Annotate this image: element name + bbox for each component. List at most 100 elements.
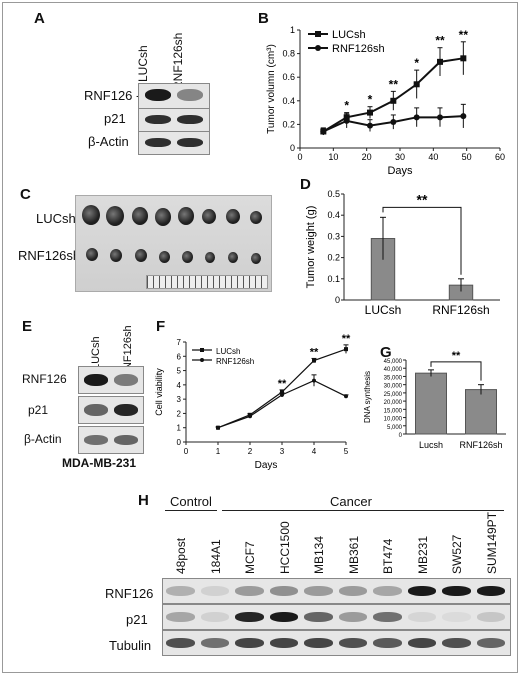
- blot-band: [235, 612, 264, 622]
- tumor: [110, 249, 122, 263]
- panel-a-row-p21: p21: [104, 111, 126, 126]
- y-axis-label: Cell viability: [154, 368, 164, 416]
- panel-e-col-lucsh: LUCsh: [90, 336, 102, 370]
- x-tick-label: 5: [344, 447, 349, 456]
- control-bracket: [165, 510, 217, 511]
- lane-label: BT474: [381, 538, 395, 574]
- y-tick-label: 5: [177, 367, 182, 376]
- blot-band: [177, 89, 203, 101]
- lane-label: MCF7: [243, 541, 257, 574]
- panel-e-cell-line: MDA-MB-231: [62, 456, 137, 470]
- blot-band: [166, 586, 195, 596]
- blot-a-p21: [138, 108, 210, 132]
- y-tick-label: 10,000: [384, 417, 403, 423]
- bar: [415, 372, 447, 435]
- blot-band: [338, 586, 367, 596]
- x-tick-label: 0: [297, 152, 302, 162]
- data-point: [367, 109, 373, 116]
- panel-h-group-cancer: Cancer: [330, 494, 372, 509]
- tumor: [181, 250, 193, 263]
- tumor: [226, 209, 240, 225]
- y-tick-label: 0.5: [327, 189, 340, 199]
- x-tick-label: 40: [428, 152, 438, 162]
- blot-band: [145, 89, 171, 101]
- y-axis-label: Tumor weight (g): [305, 206, 317, 289]
- blot-band: [269, 612, 298, 622]
- significance-marker: **: [435, 34, 445, 48]
- blot-band: [442, 586, 471, 596]
- category-label: LUCsh: [365, 303, 402, 317]
- blot-band: [114, 404, 138, 416]
- panel-e-row-actin: β-Actin: [24, 432, 62, 446]
- panel-c-letter: C: [20, 186, 31, 203]
- y-tick-label: 0.2: [327, 253, 340, 263]
- lane-label: MB134: [312, 535, 326, 574]
- panel-a-row-actin: β-Actin: [88, 134, 129, 149]
- tumor: [155, 208, 171, 226]
- x-tick-label: 60: [495, 152, 505, 162]
- legend-marker: [200, 358, 204, 362]
- blot-band: [84, 435, 108, 445]
- blot-band: [177, 115, 203, 124]
- blot-band: [407, 612, 436, 622]
- blot-band: [304, 638, 333, 648]
- y-tick-label: 1: [290, 25, 295, 35]
- data-point: [216, 425, 220, 430]
- blot-band: [177, 138, 203, 147]
- blot-band: [476, 612, 505, 622]
- blot-a-actin: [138, 131, 210, 155]
- significance-bracket: [430, 361, 482, 381]
- x-tick-label: 10: [328, 152, 338, 162]
- data-point: [248, 414, 252, 419]
- data-point: [437, 58, 443, 65]
- blot-band: [145, 115, 171, 124]
- blot-band: [200, 612, 229, 622]
- y-tick-label: 0.1: [327, 274, 340, 284]
- y-tick-label: 0.6: [282, 72, 295, 82]
- tumor: [132, 207, 148, 225]
- y-tick-label: 0.2: [282, 119, 295, 129]
- x-tick-label: 4: [312, 447, 317, 456]
- panel-g-letter: G: [380, 344, 392, 361]
- panel-e-row-p21: p21: [28, 403, 49, 417]
- y-tick-label: 7: [177, 338, 182, 347]
- blot-band: [373, 612, 402, 622]
- legend-marker: [315, 45, 321, 51]
- significance-marker: **: [417, 191, 428, 207]
- panel-f-letter: F: [156, 318, 166, 335]
- significance-marker: *: [368, 93, 373, 107]
- blot-h-row-0: [162, 578, 511, 604]
- y-tick-label: 2: [177, 409, 182, 418]
- panel-e-letter: E: [22, 318, 33, 335]
- x-tick-label: 30: [395, 152, 405, 162]
- category-label: RNF126sh: [459, 440, 502, 450]
- y-tick-label: 20,000: [384, 400, 403, 406]
- panel-d-letter: D: [300, 176, 311, 193]
- blot-a-rnf126: [138, 83, 210, 109]
- tumor: [86, 248, 98, 262]
- legend-marker: [200, 348, 204, 352]
- significance-marker: **: [459, 28, 469, 42]
- blot-band: [442, 612, 471, 622]
- panel-c-row-lucsh: LUCsh: [36, 211, 76, 226]
- blot-e-p21: [78, 396, 144, 424]
- blot-band: [235, 586, 264, 596]
- significance-marker: *: [344, 99, 349, 113]
- blot-band: [304, 586, 333, 596]
- y-tick-label: 0: [335, 295, 340, 305]
- data-point: [413, 81, 420, 88]
- blot-band: [200, 638, 229, 648]
- blot-band: [476, 586, 505, 596]
- lane-label: MB231: [415, 535, 430, 574]
- blot-e-actin: [78, 426, 144, 454]
- x-tick-label: 20: [362, 152, 372, 162]
- blot-h-row-2: [162, 630, 511, 656]
- y-axis-label: DNA synthesis: [363, 371, 372, 423]
- panel-h-row-tubulin: Tubulin: [109, 638, 152, 653]
- legend-marker: [315, 31, 321, 37]
- x-tick-label: 3: [280, 447, 285, 456]
- panel-f-chart: 0 1 2 3 4 5 0 1 2 3 4 5 6 7 Days Cell viability ** ** ** LU…: [154, 333, 351, 471]
- panel-a-letter: A: [34, 10, 45, 27]
- tumor: [106, 206, 124, 226]
- data-point: [460, 113, 467, 120]
